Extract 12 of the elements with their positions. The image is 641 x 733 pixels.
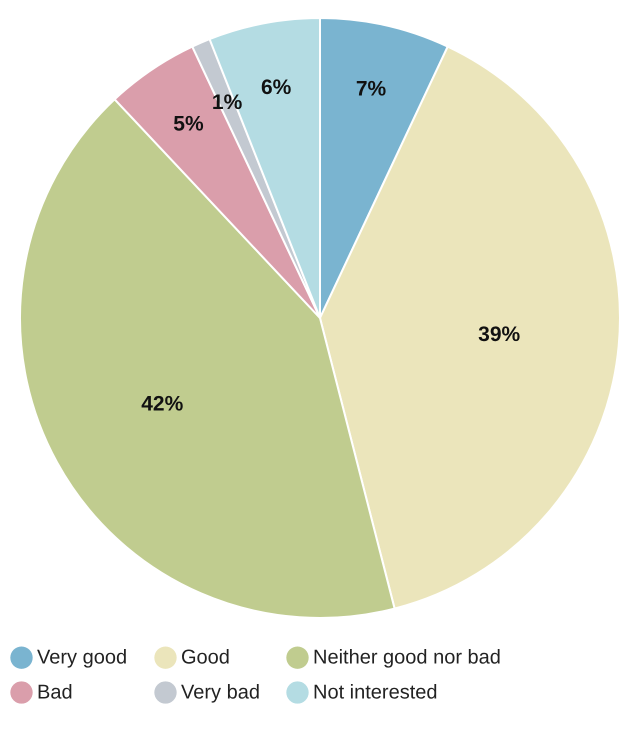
data-label: 42% — [141, 392, 184, 416]
data-label: 39% — [478, 322, 521, 346]
legend-label: Good — [181, 646, 230, 669]
legend-label: Bad — [37, 682, 73, 704]
data-label: 1% — [212, 91, 243, 114]
legend-label: Very bad — [181, 682, 260, 704]
data-label: 5% — [173, 112, 204, 136]
data-label: 6% — [260, 76, 292, 100]
data-label: 7% — [356, 78, 387, 101]
legend-label: Very good — [37, 646, 128, 669]
legend-label: Not interested — [313, 682, 438, 704]
legend-label: Neither good nor bad — [313, 646, 501, 669]
